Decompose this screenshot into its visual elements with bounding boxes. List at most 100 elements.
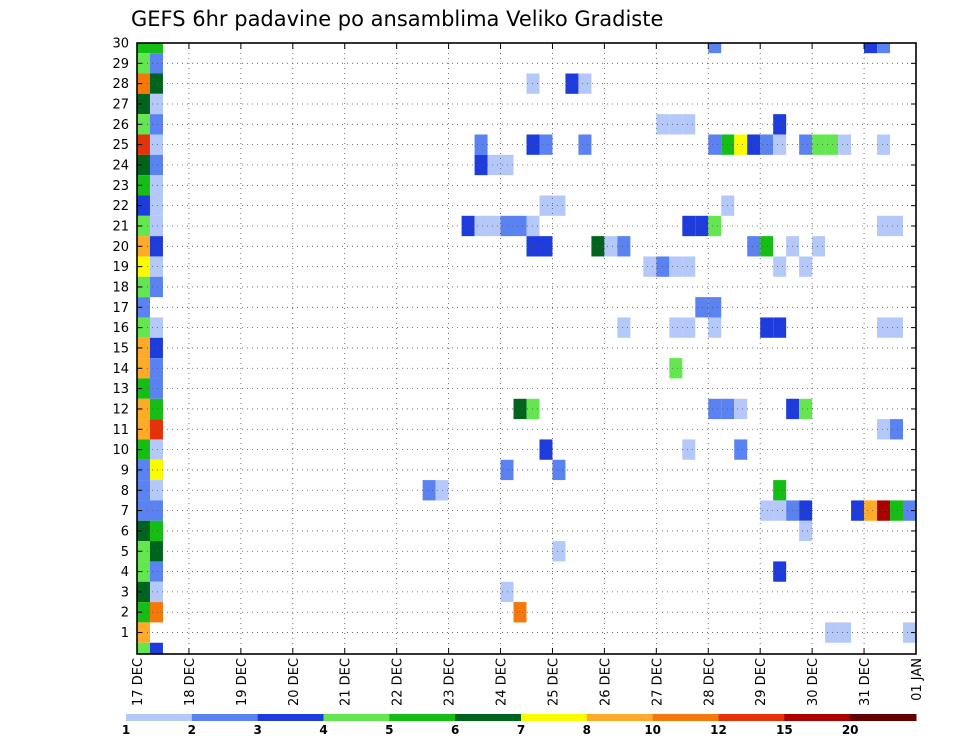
heatmap-cell — [877, 419, 891, 440]
heatmap-cell — [760, 134, 774, 155]
colorbar-segment — [718, 714, 785, 721]
heatmap-cell — [734, 134, 748, 155]
y-tick-label: 21 — [112, 219, 129, 234]
heatmap-cell — [137, 43, 150, 54]
heatmap-cell — [149, 378, 163, 399]
colorbar-label: 15 — [776, 723, 793, 737]
heatmap-cell — [137, 256, 150, 277]
colorbar-label: 4 — [319, 723, 327, 737]
heatmap-cell — [137, 520, 150, 542]
colorbar-label: 1 — [122, 723, 130, 737]
y-tick-label: 17 — [112, 301, 129, 316]
heatmap-cell — [137, 602, 150, 623]
heatmap-cell — [773, 317, 787, 338]
x-tick-label: 24 DEC — [495, 658, 510, 706]
heatmap-cell — [137, 317, 150, 338]
y-tick-label: 23 — [112, 179, 129, 194]
heatmap-cell — [669, 256, 683, 277]
heatmap-cell — [149, 520, 163, 542]
heatmap-cell — [137, 215, 150, 237]
heatmap-cell — [149, 317, 163, 338]
heatmap-cell — [149, 93, 163, 115]
x-axis: 17 DEC 18 DEC 19 DEC 20 DEC 21 DEC 22 DEC 23 D… — [131, 43, 925, 706]
x-tick-label: 31 DEC — [858, 658, 873, 706]
heatmap-cell — [695, 215, 709, 237]
heatmap-cell — [137, 134, 150, 155]
heatmap-cell — [149, 134, 163, 155]
heatmap-cell — [137, 154, 150, 176]
heatmap-cell — [682, 215, 696, 237]
x-tick-label: 23 DEC — [443, 658, 458, 706]
heatmap-cell — [137, 175, 150, 196]
x-tick-label: 30 DEC — [806, 658, 821, 706]
heatmap-cell — [708, 134, 722, 155]
heatmap-cell — [773, 561, 787, 582]
heatmap-cell — [565, 73, 579, 94]
heatmap-cell — [825, 134, 839, 155]
colorbar-segment — [521, 714, 588, 721]
heatmap-cell — [877, 215, 891, 237]
heatmap-cell — [682, 256, 696, 277]
heatmap-cell — [773, 500, 787, 521]
heatmap-cell — [149, 581, 163, 603]
heatmap-cell — [149, 256, 163, 277]
colorbar-label: 10 — [644, 723, 661, 737]
heatmap-cell — [487, 215, 501, 237]
colorbar-segment — [652, 714, 719, 721]
heatmap-cell — [149, 480, 163, 501]
x-tick-label: 28 DEC — [702, 658, 717, 706]
y-tick-label: 29 — [112, 57, 129, 72]
heatmap-cell — [137, 378, 150, 399]
heatmap-cell — [137, 337, 150, 359]
heatmap-cell — [799, 520, 813, 542]
heatmap-cell — [474, 134, 488, 155]
heatmap-cell — [149, 500, 163, 521]
y-tick-label: 28 — [112, 77, 129, 92]
heatmap-cell — [513, 398, 527, 420]
heatmap-cell — [890, 500, 904, 521]
y-axis: 1234567891011121314151617181920212223242… — [112, 37, 916, 641]
y-tick-label: 18 — [112, 280, 129, 295]
heatmap-cell — [149, 358, 163, 379]
x-tick-label: 20 DEC — [287, 658, 302, 706]
heatmap-cell — [137, 73, 150, 94]
colorbar-segment — [191, 714, 259, 721]
y-tick-label: 20 — [112, 240, 129, 255]
x-tick-label: 18 DEC — [183, 658, 198, 706]
heatmap-cell — [474, 154, 488, 176]
heatmap-cell — [149, 398, 163, 420]
heatmap-cell — [539, 195, 553, 216]
heatmap-cell — [682, 439, 696, 460]
colorbar-label: 8 — [583, 723, 591, 737]
heatmap-cell — [578, 134, 592, 155]
heatmap-cell — [890, 419, 904, 440]
heatmap-cell — [137, 236, 150, 257]
y-tick-label: 5 — [121, 545, 129, 560]
y-tick-label: 30 — [112, 37, 129, 52]
heatmap-cell — [539, 236, 553, 257]
colorbar-label: 5 — [385, 723, 393, 737]
heatmap-cell — [669, 358, 683, 379]
x-tick-label: 29 DEC — [754, 658, 769, 706]
heatmap-cell — [149, 73, 163, 94]
colorbar-segment — [586, 714, 654, 721]
heatmap-cell — [149, 561, 163, 582]
heatmap-cell — [708, 43, 722, 54]
heatmap-cell — [539, 134, 553, 155]
heatmap-cell — [747, 134, 761, 155]
heatmap-cell — [149, 114, 163, 135]
heatmap-cell — [137, 195, 150, 216]
heatmap-cell — [669, 114, 683, 135]
heatmap-cell — [773, 480, 787, 501]
heatmap-cell — [903, 500, 916, 521]
x-tick-label: 17 DEC — [131, 658, 146, 706]
heatmap-cell — [708, 398, 722, 420]
heatmap-cell — [137, 93, 150, 115]
colorbar-segment — [850, 714, 917, 721]
y-tick-label: 25 — [112, 138, 129, 153]
colorbar-label: 2 — [188, 723, 196, 737]
heatmap-cell — [578, 73, 592, 94]
y-tick-label: 19 — [112, 260, 129, 275]
heatmap-cell — [799, 256, 813, 277]
x-tick-label: 21 DEC — [339, 658, 354, 706]
